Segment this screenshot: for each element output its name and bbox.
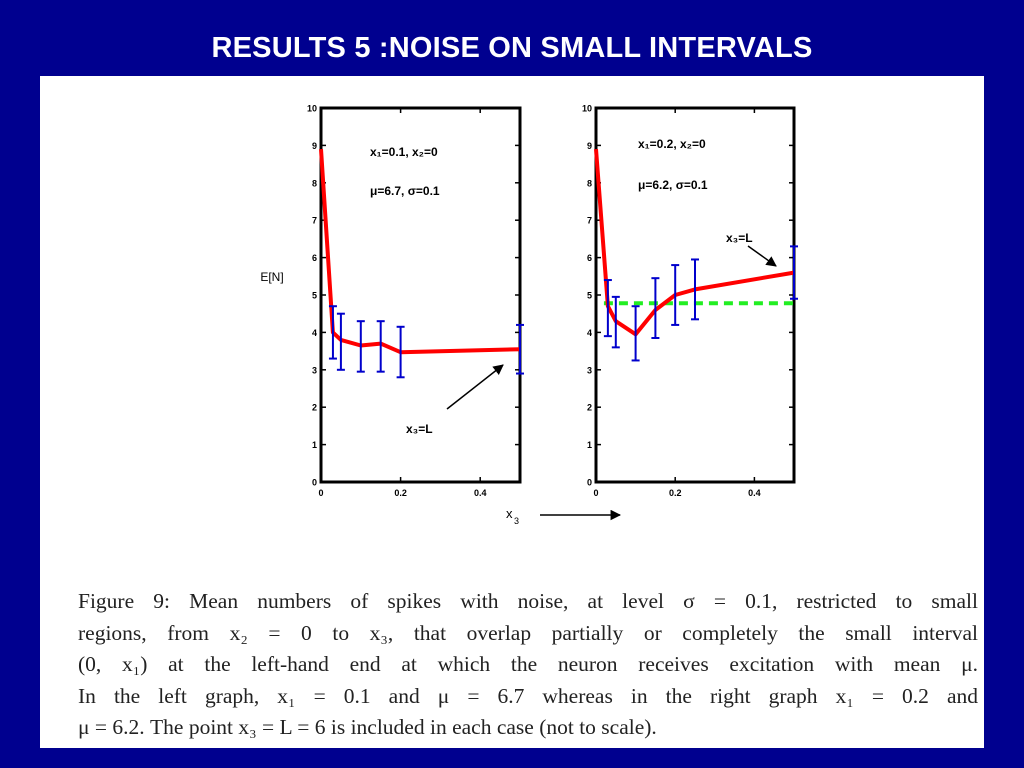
error-bar <box>671 264 680 326</box>
shared-ylabel: E[N] <box>260 270 283 284</box>
y-tick-label: 1 <box>587 440 592 450</box>
right-params-annotation: x₁=0.2, x₂=0 μ=6.2, σ=0.1 <box>638 137 708 192</box>
left-chart: 0 1 2 3 4 5 6 7 8 9 10 0 0.2 0.4 x₁=0.1, x₂=0 μ=6.7,… <box>307 104 524 498</box>
right-xticks: 0 0.2 0.4 <box>593 108 761 498</box>
y-tick-label: 2 <box>587 403 592 413</box>
error-bar <box>691 258 699 321</box>
y-tick-label: 0 <box>587 478 592 488</box>
series-line <box>319 148 521 355</box>
caption-line: regions, from x₂ = 0 to x₃, that overlap… <box>78 620 978 645</box>
y-tick-label: 3 <box>587 365 592 375</box>
left-params-line1: x₁=0.1, x₂=0 <box>370 145 438 159</box>
right-chart: 0 1 2 3 4 5 6 7 8 9 10 0 0.2 0.4 x₁=0.2, x₂=0 μ=6.2,… <box>582 104 798 498</box>
left-xticks: 0 0.2 0.4 <box>318 108 486 498</box>
error-bar <box>790 245 798 300</box>
x-tick-label: 0.4 <box>474 488 487 498</box>
y-tick-label: 3 <box>312 365 317 375</box>
y-tick-label: 5 <box>587 291 592 301</box>
y-tick-label: 4 <box>312 328 317 338</box>
x-tick-label: 0.2 <box>394 488 407 498</box>
caption-line: In the left graph, x₁ = 0.1 and μ = 6.7 … <box>78 683 978 708</box>
left-params-annotation: x₁=0.1, x₂=0 μ=6.7, σ=0.1 <box>370 145 440 198</box>
y-tick-label: 8 <box>587 178 592 188</box>
figure-caption: Figure 9: Mean numbers of spikes with no… <box>78 586 978 744</box>
y-tick-label: 10 <box>307 104 317 114</box>
caption-line: μ = 6.2. The point x₃ = L = 6 is include… <box>78 715 657 739</box>
error-bar <box>336 312 345 371</box>
y-tick-label: 2 <box>312 403 317 413</box>
content-panel: E[N] x 3 0 1 2 3 4 5 6 7 8 9 10 0 0.2 0.4 x₁=0.1, x₂… <box>40 76 984 748</box>
left-params-line2: μ=6.7, σ=0.1 <box>370 184 440 198</box>
y-tick-label: 1 <box>312 440 317 450</box>
error-bar <box>651 277 660 340</box>
y-tick-label: 9 <box>312 141 317 151</box>
series-line <box>594 148 795 337</box>
xlabel-main: x <box>506 506 513 521</box>
shared-xlabel: x 3 <box>506 506 519 526</box>
y-tick-label: 6 <box>587 253 592 263</box>
slide-title: RESULTS 5 :NOISE ON SMALL INTERVALS <box>211 32 813 64</box>
right-error-bars <box>603 245 798 362</box>
left-series <box>319 148 521 355</box>
right-params-line1: x₁=0.2, x₂=0 <box>638 137 706 151</box>
left-x3-arrow <box>446 364 504 410</box>
caption-line: (0, x₁) at the left-hand end at which th… <box>78 652 978 676</box>
error-bar <box>603 279 612 338</box>
y-tick-label: 4 <box>587 328 592 338</box>
y-tick-label: 5 <box>312 291 317 301</box>
left-x3-label: x₃=L <box>406 422 433 436</box>
y-tick-label: 7 <box>587 216 592 226</box>
x-tick-label: 0.4 <box>748 488 761 498</box>
error-bar <box>376 320 385 373</box>
right-params-line2: μ=6.2, σ=0.1 <box>638 178 708 192</box>
y-tick-label: 0 <box>312 478 317 488</box>
x-tick-label: 0.2 <box>669 488 682 498</box>
y-tick-label: 6 <box>312 253 317 263</box>
x-tick-label: 0 <box>593 488 598 498</box>
error-bar <box>328 305 337 360</box>
xlabel-sub: 3 <box>514 516 519 526</box>
error-bar <box>396 325 405 379</box>
right-x3-label: x₃=L <box>726 231 753 245</box>
caption-line: Figure 9: Mean numbers of spikes with no… <box>78 589 978 613</box>
error-bar <box>611 295 620 349</box>
right-x3-arrow <box>747 245 777 267</box>
x-tick-label: 0 <box>318 488 323 498</box>
right-yticks: 0 1 2 3 4 5 6 7 8 9 10 <box>582 104 794 488</box>
y-tick-label: 10 <box>582 104 592 114</box>
y-tick-label: 7 <box>312 216 317 226</box>
error-bar <box>516 323 524 375</box>
y-tick-label: 8 <box>312 178 317 188</box>
left-error-bars <box>328 305 524 379</box>
error-bar <box>356 320 365 373</box>
error-bar <box>631 305 640 362</box>
y-tick-label: 9 <box>587 141 592 151</box>
right-series <box>594 148 795 337</box>
